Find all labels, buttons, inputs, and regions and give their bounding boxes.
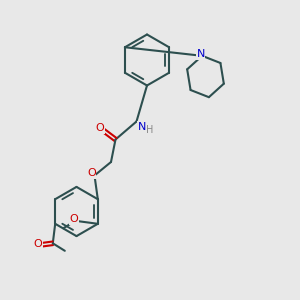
- Text: O: O: [33, 239, 42, 249]
- Text: O: O: [95, 123, 104, 133]
- Text: H: H: [146, 125, 154, 135]
- Text: N: N: [196, 49, 205, 59]
- Text: O: O: [69, 214, 78, 224]
- Text: N: N: [138, 122, 146, 132]
- Text: O: O: [87, 168, 96, 178]
